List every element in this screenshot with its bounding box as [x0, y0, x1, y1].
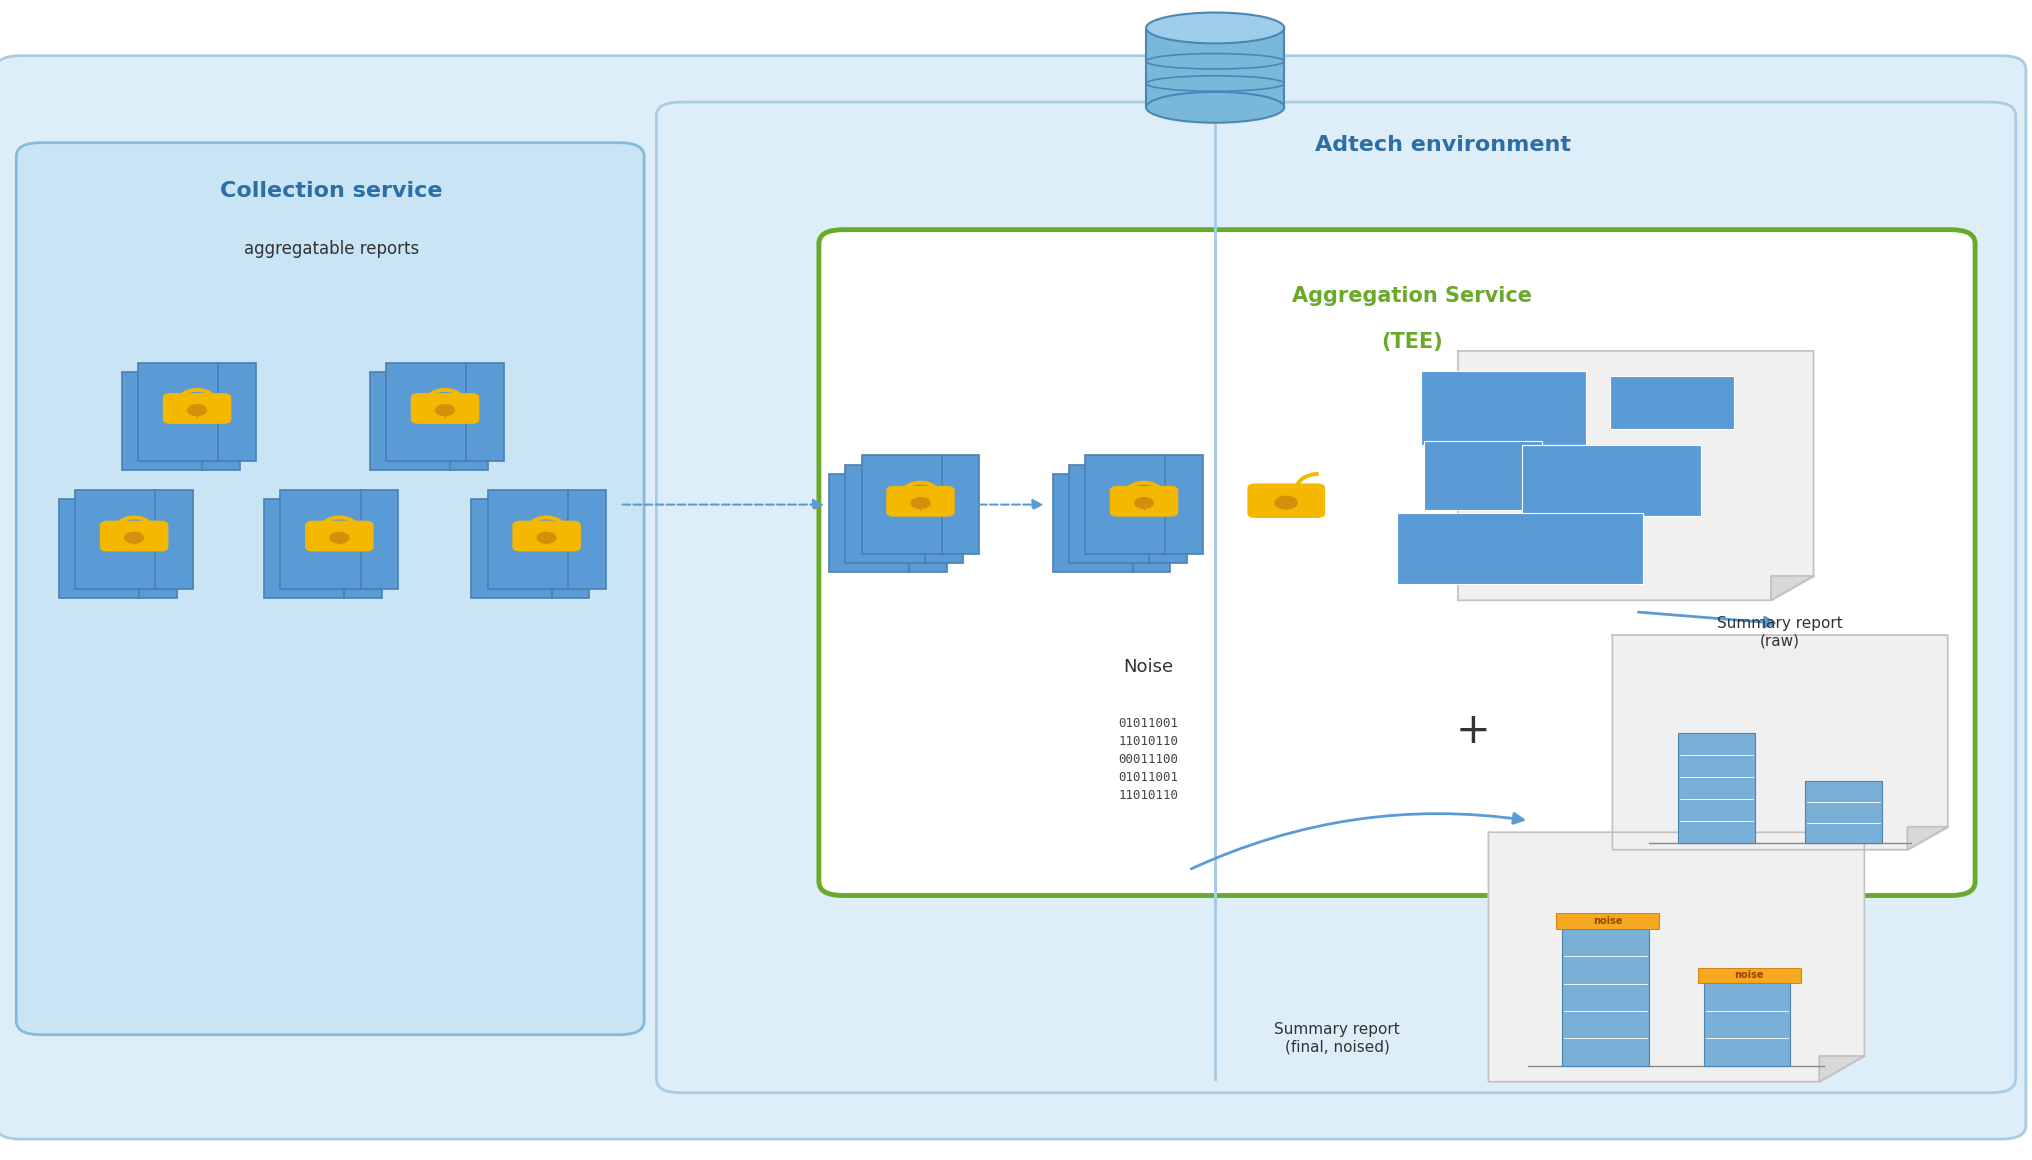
Polygon shape: [1819, 1056, 1865, 1081]
FancyBboxPatch shape: [59, 499, 177, 597]
Polygon shape: [1772, 577, 1815, 601]
FancyBboxPatch shape: [1069, 465, 1187, 564]
FancyBboxPatch shape: [163, 393, 232, 423]
FancyBboxPatch shape: [75, 490, 193, 588]
FancyBboxPatch shape: [1422, 371, 1585, 445]
FancyBboxPatch shape: [1424, 442, 1542, 510]
Text: aggregatable reports: aggregatable reports: [244, 240, 419, 259]
FancyBboxPatch shape: [0, 56, 2026, 1139]
Circle shape: [1276, 496, 1296, 509]
Text: (TEE): (TEE): [1382, 332, 1443, 353]
FancyBboxPatch shape: [656, 102, 2016, 1093]
FancyBboxPatch shape: [829, 474, 947, 573]
Circle shape: [536, 532, 557, 543]
Text: Collection service: Collection service: [219, 181, 443, 202]
FancyBboxPatch shape: [305, 521, 374, 551]
Text: Aggregation Service: Aggregation Service: [1292, 285, 1532, 306]
Circle shape: [124, 532, 144, 543]
FancyBboxPatch shape: [819, 230, 1975, 896]
Text: Adtech environment: Adtech environment: [1315, 135, 1571, 155]
FancyBboxPatch shape: [1563, 929, 1648, 1066]
FancyBboxPatch shape: [1146, 28, 1284, 108]
Ellipse shape: [1146, 13, 1284, 43]
FancyBboxPatch shape: [1085, 456, 1203, 554]
Text: noise: noise: [1593, 916, 1622, 926]
FancyBboxPatch shape: [1699, 967, 1800, 984]
Polygon shape: [1459, 350, 1815, 601]
FancyBboxPatch shape: [471, 499, 589, 597]
FancyBboxPatch shape: [264, 499, 382, 597]
FancyBboxPatch shape: [1609, 376, 1733, 429]
FancyBboxPatch shape: [1557, 913, 1658, 929]
FancyBboxPatch shape: [1678, 732, 1756, 843]
Polygon shape: [1487, 833, 1865, 1081]
FancyBboxPatch shape: [386, 362, 504, 461]
Text: +: +: [1455, 710, 1491, 752]
Text: Summary report
(raw): Summary report (raw): [1717, 616, 1843, 648]
Circle shape: [435, 405, 455, 415]
FancyBboxPatch shape: [1053, 474, 1170, 573]
Text: Noise: Noise: [1124, 658, 1172, 676]
FancyBboxPatch shape: [512, 521, 581, 551]
FancyBboxPatch shape: [410, 393, 480, 423]
FancyBboxPatch shape: [1705, 984, 1790, 1066]
FancyBboxPatch shape: [488, 490, 606, 588]
FancyBboxPatch shape: [122, 371, 240, 471]
FancyBboxPatch shape: [1398, 513, 1642, 585]
Ellipse shape: [1146, 92, 1284, 123]
FancyBboxPatch shape: [370, 371, 488, 471]
FancyBboxPatch shape: [886, 486, 955, 516]
Circle shape: [187, 405, 207, 415]
FancyBboxPatch shape: [280, 490, 398, 588]
Text: 01011001
11010110
00011100
01011001
11010110: 01011001 11010110 00011100 01011001 1101…: [1118, 717, 1179, 803]
FancyBboxPatch shape: [1804, 781, 1882, 843]
Text: Summary report
(final, noised): Summary report (final, noised): [1274, 1022, 1400, 1054]
FancyBboxPatch shape: [16, 143, 644, 1035]
Polygon shape: [1908, 827, 1947, 849]
Text: noise: noise: [1735, 971, 1764, 980]
FancyBboxPatch shape: [862, 456, 979, 554]
FancyBboxPatch shape: [845, 465, 963, 564]
FancyBboxPatch shape: [1248, 484, 1325, 519]
Polygon shape: [1613, 636, 1947, 849]
FancyBboxPatch shape: [1109, 486, 1179, 516]
FancyBboxPatch shape: [138, 362, 256, 461]
Circle shape: [910, 498, 931, 508]
FancyBboxPatch shape: [1522, 444, 1701, 515]
Circle shape: [329, 532, 350, 543]
Circle shape: [1134, 498, 1154, 508]
FancyBboxPatch shape: [100, 521, 169, 551]
